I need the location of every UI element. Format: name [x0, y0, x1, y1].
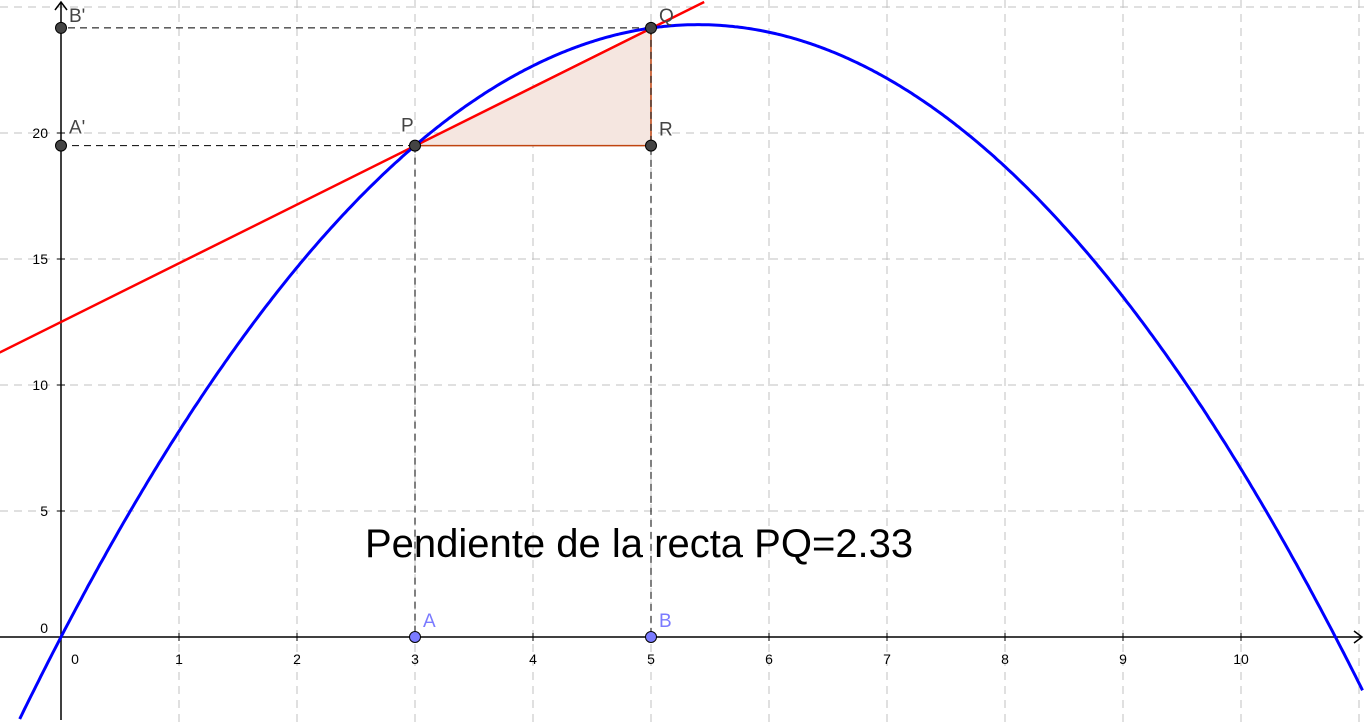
x-tick-label: 4: [529, 651, 537, 667]
x-tick-label: 5: [647, 651, 655, 667]
x-axis-arrow-icon: [1353, 630, 1364, 644]
point-R[interactable]: [645, 139, 657, 152]
point-label-A: A: [423, 611, 436, 632]
point-B'[interactable]: [55, 21, 67, 34]
slope-caption: Pendiente de la recta PQ=2.33: [365, 522, 914, 566]
x-tick-label: 3: [411, 651, 419, 667]
x-tick-label: 10: [1233, 651, 1249, 667]
x-tick-label: 0: [71, 651, 79, 667]
x-tick-label: 9: [1119, 651, 1127, 667]
point-B[interactable]: [645, 631, 657, 643]
point-label-P: P: [401, 116, 414, 137]
secant-line-PQ: [0, 0, 705, 354]
y-axis-arrow-icon: [54, 0, 68, 11]
point-P[interactable]: [409, 139, 421, 152]
point-label-B': B': [69, 6, 85, 27]
point-label-A': A': [69, 118, 85, 139]
x-tick-label: 8: [1001, 651, 1009, 667]
point-label-Q: Q: [659, 6, 674, 27]
x-tick-label: 1: [175, 651, 183, 667]
y-tick-label: 15: [32, 251, 48, 267]
point-Q[interactable]: [645, 21, 657, 34]
parabola-curve: [18, 23, 1364, 720]
y-tick-label: 10: [32, 377, 48, 393]
point-label-R: R: [659, 120, 673, 141]
y-tick-label: 0: [40, 620, 48, 636]
point-label-B: B: [659, 611, 672, 632]
x-tick-label: 2: [293, 651, 301, 667]
x-tick-label: 7: [883, 651, 891, 667]
point-A[interactable]: [409, 631, 421, 643]
x-tick-label: 6: [765, 651, 773, 667]
point-A'[interactable]: [55, 139, 67, 152]
y-tick-label: 20: [32, 125, 48, 141]
y-tick-label: 5: [40, 503, 48, 519]
